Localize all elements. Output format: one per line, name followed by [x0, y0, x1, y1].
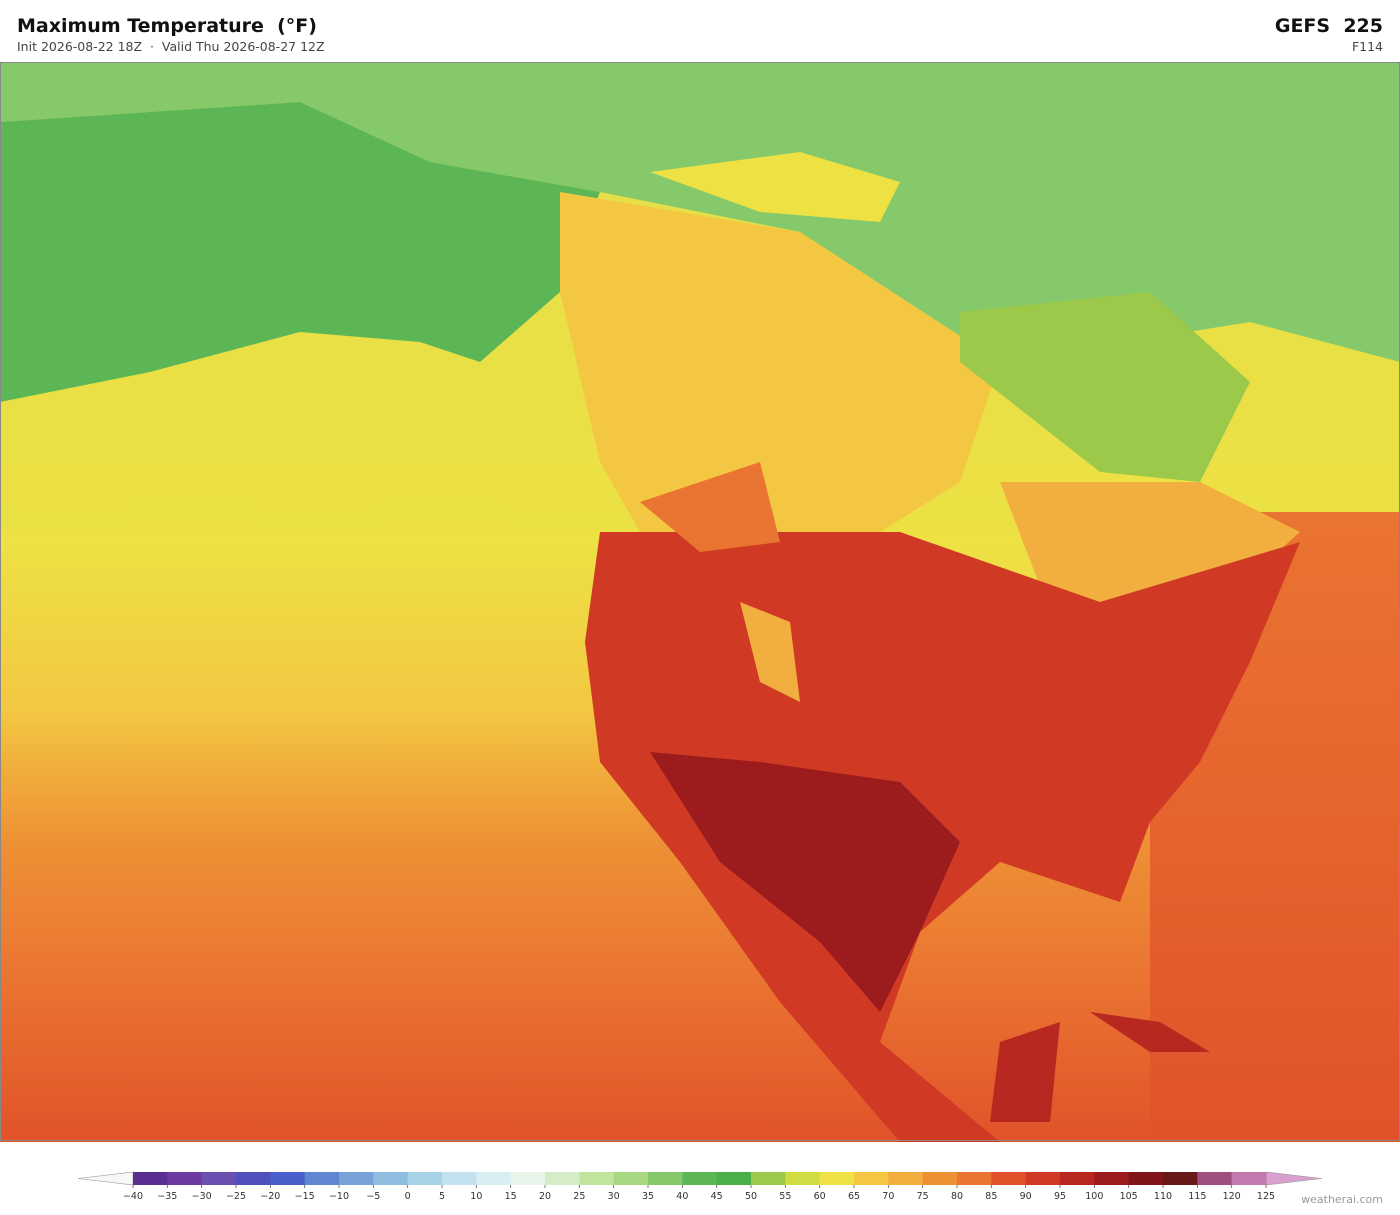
- colorbar-tick-label: 0: [405, 1191, 411, 1202]
- colorbar-tick-label: −15: [295, 1191, 315, 1202]
- colorbar-bin: [545, 1172, 580, 1185]
- islands: [650, 152, 900, 222]
- colorbar-bin: [991, 1172, 1027, 1185]
- colorbar-tick-label: 30: [608, 1191, 620, 1202]
- colorbar-bin: [682, 1172, 718, 1185]
- colorbar-tick-label: 15: [505, 1191, 517, 1202]
- colorbar-bin: [922, 1172, 958, 1185]
- colorbar-tick-label: 10: [470, 1191, 482, 1202]
- colorbar-bin: [957, 1172, 992, 1185]
- colorbar-bin: [613, 1172, 649, 1185]
- colorbar-bin: [751, 1172, 786, 1185]
- colorbar-bin: [785, 1172, 821, 1185]
- colorbar-tick-label: 115: [1188, 1191, 1206, 1202]
- colorbar-bin: [373, 1172, 409, 1185]
- colorbar-bin: [510, 1172, 546, 1185]
- cuba: [1090, 1012, 1210, 1052]
- colorbar-tick-label: 70: [882, 1191, 894, 1202]
- colorbar-bin: [1163, 1172, 1198, 1185]
- rockies: [740, 602, 800, 702]
- colorbar: −40 −35 −30 −25 −20 −15 −10 −5 0 5 10 15 20 25 30 35 40 4…: [77, 1171, 1323, 1202]
- colorbar-bin: [1231, 1172, 1267, 1185]
- colorbar-tick-label: −5: [366, 1191, 380, 1202]
- colorbar-tick-label: 20: [539, 1191, 551, 1202]
- colorbar-tick-label: 110: [1154, 1191, 1172, 1202]
- arctic: [0, 62, 1400, 362]
- colorbar-bin: [476, 1172, 512, 1185]
- colorbar-tick-label: 45: [711, 1191, 723, 1202]
- colorbar-tick-label: −25: [226, 1191, 246, 1202]
- map: [0, 62, 1400, 1142]
- colorbar-bin: [888, 1172, 924, 1185]
- colorbar-over: [1265, 1171, 1323, 1186]
- colorbar-tick-label: 105: [1120, 1191, 1138, 1202]
- colorbar-bin: [1060, 1172, 1095, 1185]
- colorbar-tick-label: 95: [1054, 1191, 1066, 1202]
- colorbar-bin: [167, 1172, 203, 1185]
- colorbar-tick-label: 100: [1085, 1191, 1103, 1202]
- colorbar-tick-label: 50: [745, 1191, 757, 1202]
- colorbar-bin: [716, 1172, 752, 1185]
- colorbar-tick-label: 90: [1020, 1191, 1032, 1202]
- colorbar-tick-label: 120: [1223, 1191, 1241, 1202]
- colorbar-tick-label: 75: [917, 1191, 929, 1202]
- colorbar-tick-label: −30: [192, 1191, 212, 1202]
- colorbar-bin: [1094, 1172, 1130, 1185]
- colorbar-bin: [270, 1172, 306, 1185]
- colorbar-under: [77, 1171, 134, 1186]
- hot-core: [650, 752, 960, 1012]
- hudson-bay: [960, 292, 1250, 482]
- colorbar-tick-label: −40: [123, 1191, 143, 1202]
- title: Maximum Temperature (°F): [17, 15, 317, 37]
- colorbar-bin: [407, 1172, 443, 1185]
- colorbar-bin: [1025, 1172, 1061, 1185]
- yucatan: [990, 1022, 1060, 1122]
- colorbar-tick-label: −20: [260, 1191, 280, 1202]
- colorbar-bin: [1197, 1172, 1233, 1185]
- colorbar-tick-label: 85: [985, 1191, 997, 1202]
- colorbar-bin: [819, 1172, 855, 1185]
- colorbar-tick-label: 55: [779, 1191, 791, 1202]
- alaska: [0, 102, 600, 402]
- colorbar-bin: [648, 1172, 683, 1185]
- watermark: weatherai.com: [1301, 1193, 1383, 1206]
- forecast-hour: F114: [1351, 39, 1383, 54]
- colorbar-tick-label: 65: [848, 1191, 860, 1202]
- colorbar-bin: [236, 1172, 271, 1185]
- colorbar-tick-label: 5: [439, 1191, 445, 1202]
- canada: [560, 192, 1000, 532]
- colorbar-tick-label: 40: [676, 1191, 688, 1202]
- colorbar-bin: [1128, 1172, 1164, 1185]
- colorbar-bin: [201, 1172, 237, 1185]
- colorbar-tick-label: 125: [1257, 1191, 1275, 1202]
- colorbar-tick-label: 60: [814, 1191, 826, 1202]
- colorbar-bin: [854, 1172, 889, 1185]
- subtitle: Init 2026-08-22 18Z · Valid Thu 2026-08-…: [17, 39, 325, 54]
- colorbar-tick-label: −35: [157, 1191, 177, 1202]
- colorbar-bin: [442, 1172, 477, 1185]
- colorbar-tick-label: −10: [329, 1191, 349, 1202]
- colorbar-tick-label: 25: [573, 1191, 585, 1202]
- prairies: [640, 462, 780, 552]
- colorbar-tick-label: 35: [642, 1191, 654, 1202]
- colorbar-bin: [579, 1172, 615, 1185]
- colorbar-bin: [304, 1172, 340, 1185]
- colorbar-bin: [133, 1172, 168, 1185]
- model-name: GEFS 225: [1274, 15, 1383, 37]
- colorbar-tick-label: 80: [951, 1191, 963, 1202]
- colorbar-bin: [339, 1172, 374, 1185]
